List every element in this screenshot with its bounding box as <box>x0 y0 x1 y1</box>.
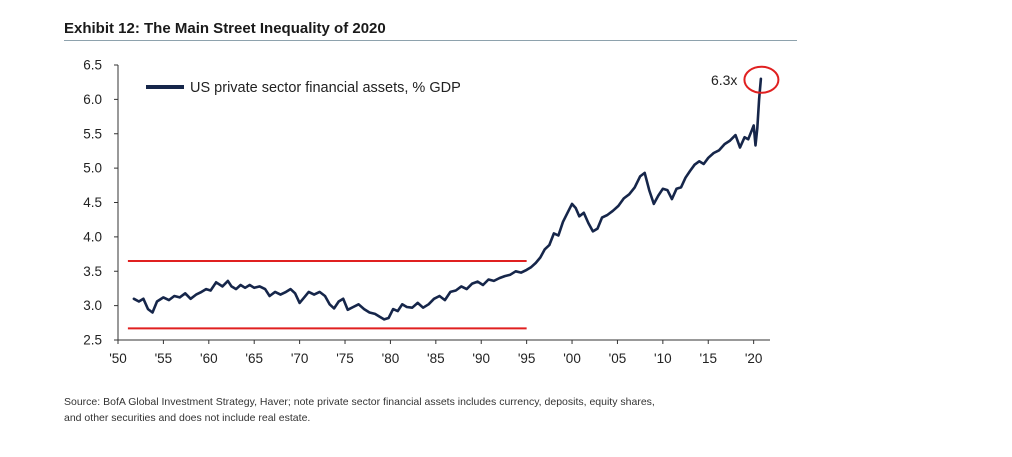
reference-lines <box>127 259 527 330</box>
chart-axes: 2.5 3.0 3.5 4.0 4.5 5.0 5.5 6.0 6.5 '50 '55 '60 '65 '… <box>83 58 770 366</box>
chart-annotations: 6.3x <box>711 65 780 94</box>
y-tick-label: 5.5 <box>83 126 102 141</box>
x-tick-label: '15 <box>699 351 717 366</box>
highlight-circle <box>743 65 780 94</box>
x-tick-label: '90 <box>472 351 490 366</box>
x-tick-label: '65 <box>245 351 263 366</box>
annotation-label: 6.3x <box>711 72 737 88</box>
x-tick-label: '20 <box>745 351 763 366</box>
x-tick-label: '00 <box>563 351 581 366</box>
x-tick-label: '70 <box>291 351 309 366</box>
x-tick-label: '85 <box>427 351 445 366</box>
x-tick-label: '95 <box>518 351 536 366</box>
y-tick-label: 5.0 <box>83 161 102 176</box>
source-note-line-2: and other securities and does not includ… <box>64 412 311 424</box>
x-tick-label: '75 <box>336 351 354 366</box>
source-note: Source: BofA Global Investment Strategy,… <box>64 394 764 426</box>
x-tick-label: '50 <box>109 351 127 366</box>
y-tick-label: 6.5 <box>83 58 102 73</box>
legend-label: US private sector financial assets, % GD… <box>190 80 461 96</box>
series-line <box>132 77 763 321</box>
y-tick-label: 3.0 <box>83 298 102 313</box>
y-tick-label: 4.0 <box>83 229 102 244</box>
x-tick-label: '60 <box>200 351 218 366</box>
x-tick-label: '05 <box>609 351 627 366</box>
y-tick-label: 2.5 <box>83 333 102 348</box>
x-tick-label: '55 <box>155 351 173 366</box>
chart-legend: US private sector financial assets, % GD… <box>146 80 461 96</box>
y-tick-label: 4.5 <box>83 195 102 210</box>
title-rule <box>64 40 797 41</box>
x-tick-label: '10 <box>654 351 672 366</box>
y-tick-label: 3.5 <box>83 264 102 279</box>
series-layer <box>132 77 763 321</box>
y-tick-label: 6.0 <box>83 92 102 107</box>
x-tick-label: '80 <box>382 351 400 366</box>
exhibit-title: Exhibit 12: The Main Street Inequality o… <box>64 20 386 37</box>
source-note-line-1: Source: BofA Global Investment Strategy,… <box>64 396 655 408</box>
